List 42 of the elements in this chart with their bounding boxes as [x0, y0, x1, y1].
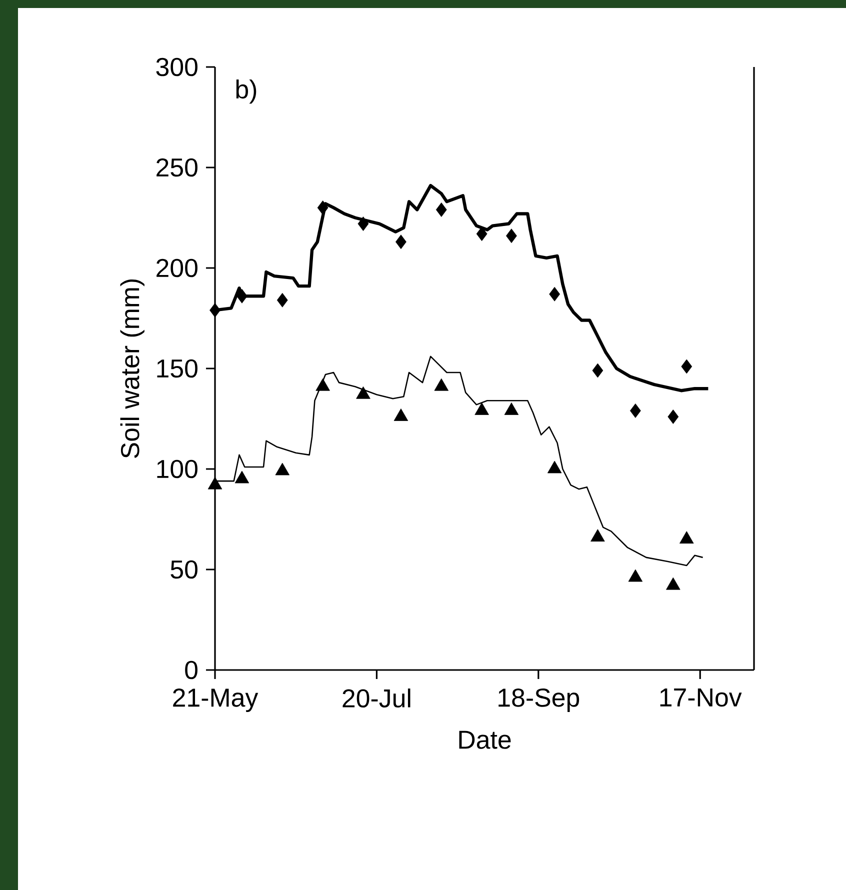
point — [436, 202, 447, 217]
point — [434, 378, 449, 391]
x-tick-label: 17-Nov — [660, 688, 742, 707]
point — [668, 410, 679, 424]
point — [630, 404, 641, 418]
point — [590, 529, 605, 542]
point — [504, 402, 519, 415]
y-tick-label: 50 — [170, 560, 198, 579]
y-tick-label: 150 — [157, 359, 198, 378]
y-tick-label: 200 — [156, 258, 198, 278]
y-axis-title: Soil water (mm) — [120, 279, 144, 458]
y-tick-label: 100 — [157, 460, 198, 478]
point — [474, 402, 489, 415]
point — [592, 363, 604, 378]
point — [476, 226, 488, 242]
point — [356, 386, 370, 399]
point — [628, 569, 643, 582]
y-tick-label: 300 — [156, 58, 198, 76]
point — [208, 476, 222, 490]
point — [275, 462, 290, 476]
x-tick-label: 21-May — [173, 688, 258, 712]
point — [681, 359, 692, 374]
point — [666, 577, 680, 590]
point — [316, 378, 330, 391]
point — [394, 408, 408, 421]
point — [396, 234, 406, 250]
point — [680, 531, 694, 544]
point — [234, 470, 250, 484]
x-tick-label: 20-Jul — [342, 688, 410, 708]
point — [236, 288, 248, 304]
x-tick-label: 18-Sep — [498, 688, 580, 712]
annotation: b) — [236, 80, 256, 104]
y-tick-label: 250 — [156, 158, 198, 177]
point — [317, 200, 328, 215]
y-tick-label: 0 — [185, 660, 198, 680]
x-axis-title: Date — [459, 730, 511, 749]
point — [358, 216, 369, 231]
point — [547, 460, 562, 474]
point — [276, 292, 288, 308]
point — [210, 303, 220, 318]
point — [549, 286, 560, 302]
point — [506, 228, 517, 244]
